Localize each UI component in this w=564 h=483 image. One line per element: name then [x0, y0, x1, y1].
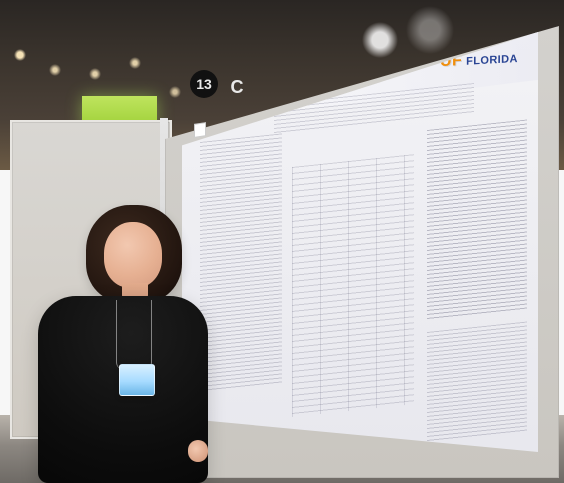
poster-left-column-text [200, 133, 282, 392]
aisle-number-sign: 13 [190, 70, 218, 98]
uf-logo-word: FLORIDA [466, 53, 518, 68]
aisle-letter-sign: C [230, 77, 244, 97]
poster-right-lower-text [427, 321, 527, 442]
poster-small-tag [194, 122, 206, 138]
poster-center-table [292, 154, 414, 417]
poster-right-column-text [427, 119, 527, 320]
left-partition-board [10, 120, 172, 439]
